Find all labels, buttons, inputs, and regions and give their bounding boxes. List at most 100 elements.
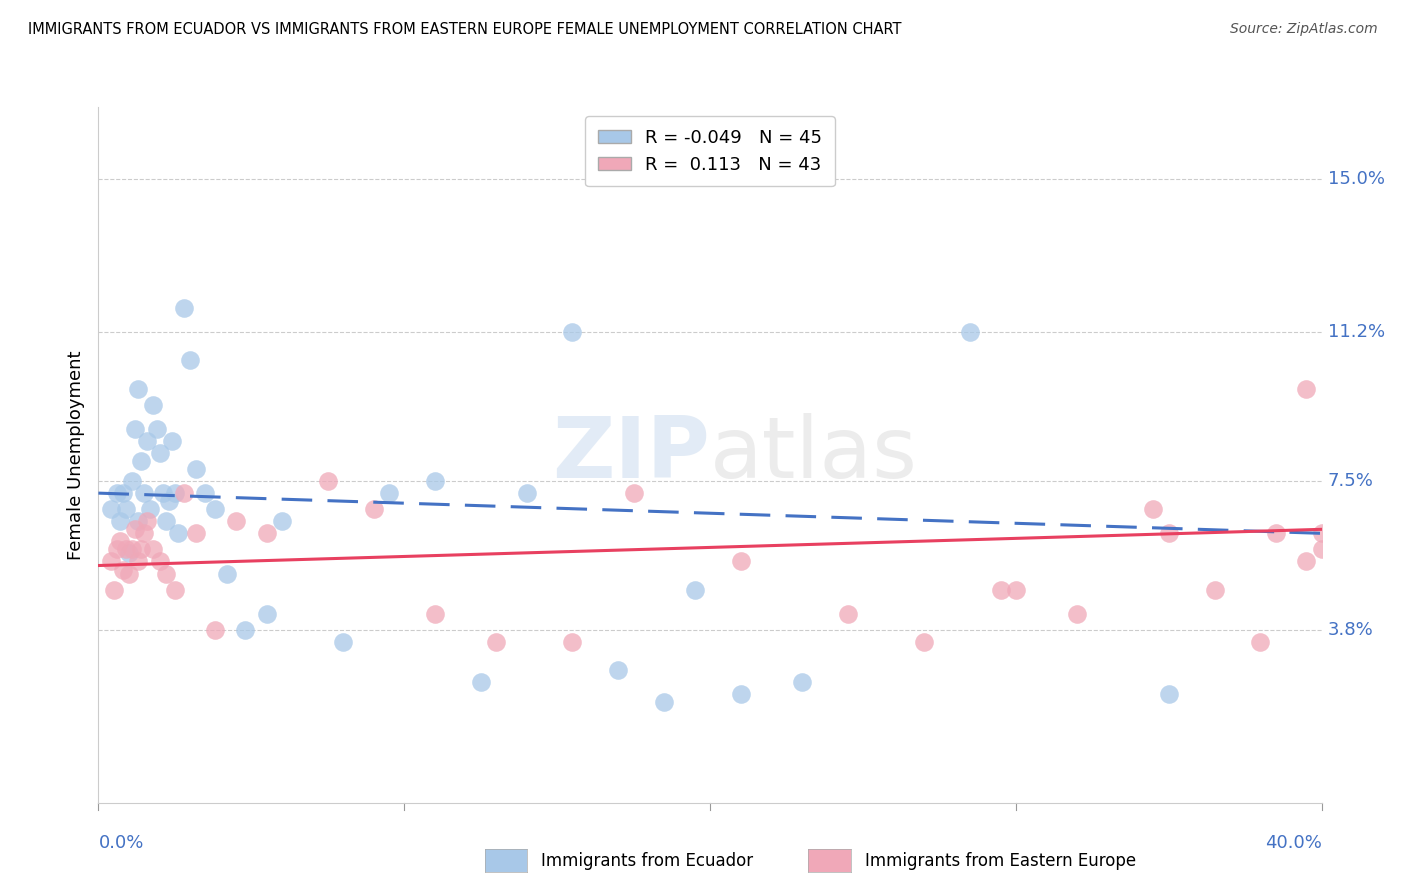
Point (100, 554, 122, 568)
Point (118, 566, 141, 581)
Point (1310, 526, 1333, 541)
Point (111, 562, 134, 576)
Point (1157, 687, 1180, 701)
Point (115, 542, 138, 557)
Point (233, 623, 256, 637)
Point (142, 398, 165, 412)
Point (127, 382, 149, 396)
Point (118, 546, 141, 560)
Point (142, 542, 165, 557)
Point (516, 486, 538, 500)
Point (134, 526, 156, 541)
Point (1204, 582, 1226, 597)
Point (103, 582, 125, 597)
Point (1249, 635, 1271, 649)
Point (1066, 607, 1088, 621)
Point (225, 514, 247, 528)
Point (1157, 526, 1180, 541)
Point (160, 434, 183, 448)
Text: Source: ZipAtlas.com: Source: ZipAtlas.com (1230, 22, 1378, 37)
Text: 7.5%: 7.5% (1327, 472, 1374, 490)
Point (167, 526, 190, 541)
Point (1142, 502, 1164, 516)
Point (561, 325, 583, 339)
Point (607, 663, 630, 677)
Point (136, 514, 159, 528)
Point (124, 422, 146, 436)
Point (121, 542, 143, 557)
Text: IMMIGRANTS FROM ECUADOR VS IMMIGRANTS FROM EASTERN EUROPE FEMALE UNEMPLOYMENT CO: IMMIGRANTS FROM ECUADOR VS IMMIGRANTS FR… (28, 22, 901, 37)
Point (149, 554, 172, 568)
Text: ZIP: ZIP (553, 413, 710, 497)
Point (108, 514, 131, 528)
Text: Immigrants from Eastern Europe: Immigrants from Eastern Europe (865, 852, 1136, 870)
Text: 11.2%: 11.2% (1327, 323, 1385, 342)
Point (124, 522, 146, 536)
Point (332, 635, 354, 649)
Point (790, 675, 813, 690)
Point (173, 486, 195, 500)
Point (1264, 526, 1286, 541)
Point (485, 635, 508, 649)
Point (423, 607, 446, 621)
Point (256, 526, 278, 541)
Point (129, 542, 152, 557)
Point (378, 486, 401, 500)
Point (155, 514, 177, 528)
Legend: R = -0.049   N = 45, R =  0.113   N = 43: R = -0.049 N = 45, R = 0.113 N = 43 (585, 116, 835, 186)
Point (204, 502, 226, 516)
Text: 40.0%: 40.0% (1265, 834, 1322, 852)
Point (134, 486, 156, 500)
Point (1310, 542, 1333, 557)
Text: 3.8%: 3.8% (1327, 621, 1374, 639)
Point (127, 554, 149, 568)
Point (108, 534, 131, 549)
Point (105, 542, 128, 557)
Point (155, 566, 177, 581)
Point (561, 635, 583, 649)
Point (173, 301, 195, 315)
Point (121, 474, 143, 488)
Point (111, 486, 134, 500)
Point (959, 325, 981, 339)
Point (730, 554, 752, 568)
Point (105, 486, 128, 500)
Point (1295, 382, 1317, 396)
Point (730, 687, 752, 701)
Text: 15.0%: 15.0% (1327, 170, 1385, 188)
Point (270, 514, 292, 528)
Point (204, 623, 226, 637)
Point (470, 675, 492, 690)
Point (149, 446, 172, 460)
Text: atlas: atlas (710, 413, 918, 497)
Point (837, 607, 859, 621)
Point (363, 502, 385, 516)
Point (163, 582, 186, 597)
Point (256, 607, 278, 621)
Point (179, 353, 201, 368)
Point (194, 486, 217, 500)
Text: 0.0%: 0.0% (98, 834, 143, 852)
Point (1295, 554, 1317, 568)
Point (912, 635, 935, 649)
Point (129, 454, 152, 468)
Point (1004, 582, 1026, 597)
Point (316, 474, 339, 488)
Point (100, 502, 122, 516)
Point (186, 462, 208, 476)
Point (152, 486, 174, 500)
Point (145, 422, 167, 436)
Point (683, 582, 706, 597)
Point (186, 526, 208, 541)
Point (652, 695, 675, 709)
Text: Immigrants from Ecuador: Immigrants from Ecuador (541, 852, 754, 870)
Point (163, 486, 186, 500)
Point (990, 582, 1012, 597)
Point (423, 474, 446, 488)
Point (115, 502, 138, 516)
Point (136, 434, 159, 448)
Point (139, 502, 162, 516)
Point (157, 494, 180, 508)
Point (215, 566, 238, 581)
Y-axis label: Female Unemployment: Female Unemployment (66, 351, 84, 559)
